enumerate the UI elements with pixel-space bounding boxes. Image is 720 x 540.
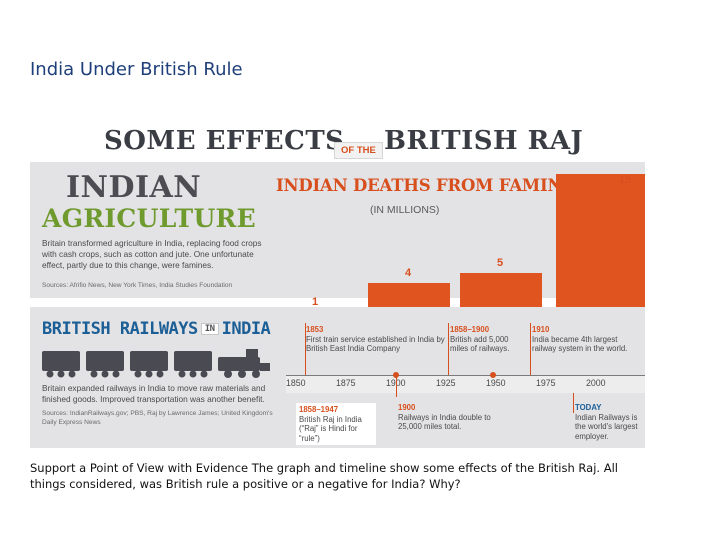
infographic-heading: SOME EFFECTS OF THE BRITISH RAJ [30,122,645,162]
timeline-tick: 1900 [386,378,406,388]
event-text: India became 4th largest railway system … [532,334,628,354]
event-year: 1900 [398,403,416,412]
slide-caption: Support a Point of View with Evidence Th… [30,461,618,491]
event-text: Railways in India double to 25,000 miles… [398,412,491,432]
event-year: TODAY [575,403,602,412]
famine-chart-unit: (IN MILLIONS) [370,204,440,216]
famine-bar [556,174,645,322]
agriculture-body: Britain transformed agriculture in India… [42,238,262,270]
slide-title: India Under British Rule [30,59,243,80]
event-text: British add 5,000 miles of railways. [450,334,510,354]
agriculture-title-2: AGRICULTURE [42,204,256,233]
timeline-event-raj: 1858–1947 British Raj in India (“Raj” is… [296,403,376,445]
agriculture-panel: INDIAN AGRICULTURE Britain transformed a… [30,162,645,342]
train-icon [42,349,270,378]
event-text: First train service established in India… [306,334,445,354]
timeline-event-1858-1900: 1858–1900 British add 5,000 miles of rai… [450,325,526,354]
railways-title-1: BRITISH RAILWAYS [42,319,198,339]
heading-right: BRITISH RAJ [384,126,584,156]
timeline-tick: 1875 [336,378,356,388]
famine-bar-value: 4 [405,267,412,279]
timeline-dot [490,372,496,378]
heading-left: SOME EFFECTS [104,126,345,156]
timeline-tick: 1950 [486,378,506,388]
famine-bar-value: 1 [312,296,319,308]
timeline-marker [573,393,574,413]
timeline-event-1910: 1910 India became 4th largest railway sy… [532,325,642,354]
timeline-tick: 1975 [536,378,556,388]
agriculture-title-1: INDIAN [66,170,202,205]
timeline-marker [530,323,531,375]
agriculture-source: Sources: Afrifio News, New York Times, I… [42,282,233,289]
timeline-event-1900: 1900 Railways in India double to 25,000 … [398,403,498,432]
timeline-marker [448,323,449,375]
event-year: 1858–1900 [450,325,490,334]
railways-panel: BRITISH RAILWAYS IN INDIA Britain expanded… [30,307,645,448]
railways-title-2: INDIA [221,319,271,339]
event-year: 1858–1947 [299,405,339,414]
timeline-tick: 1925 [436,378,456,388]
timeline-marker [396,375,397,397]
british-raj-infographic: SOME EFFECTS OF THE BRITISH RAJ INDIAN A… [30,112,645,448]
timeline-marker [305,323,306,375]
famine-bar-value: 5 [497,257,504,269]
famine-bar-value: 15 [619,174,632,186]
timeline-strip [286,375,645,393]
event-year: 1910 [532,325,550,334]
heading-mid: OF THE [334,142,383,159]
event-text: Indian Railways is the world's largest e… [575,412,638,441]
railways-source: Sources: IndianRailways.gov; PBS, Raj by… [42,410,273,426]
timeline-tick: 1850 [286,378,306,388]
event-year: 1853 [306,325,324,334]
event-text: British Raj in India (“Raj” is Hindi for… [299,414,362,443]
timeline-event-today: TODAY Indian Railways is the world's lar… [575,403,643,441]
railways-body: Britain expanded railways in India to mo… [42,383,266,404]
famine-chart-title: INDIAN DEATHS FROM FAMINE [276,176,575,195]
timeline-event-1853: 1853 First train service established in … [306,325,446,354]
timeline-dot [393,372,399,378]
railways-title: BRITISH RAILWAYS IN INDIA [42,319,271,339]
timeline-axis [286,375,645,376]
railways-title-in: IN [200,323,219,335]
timeline-tick: 2000 [586,378,606,388]
